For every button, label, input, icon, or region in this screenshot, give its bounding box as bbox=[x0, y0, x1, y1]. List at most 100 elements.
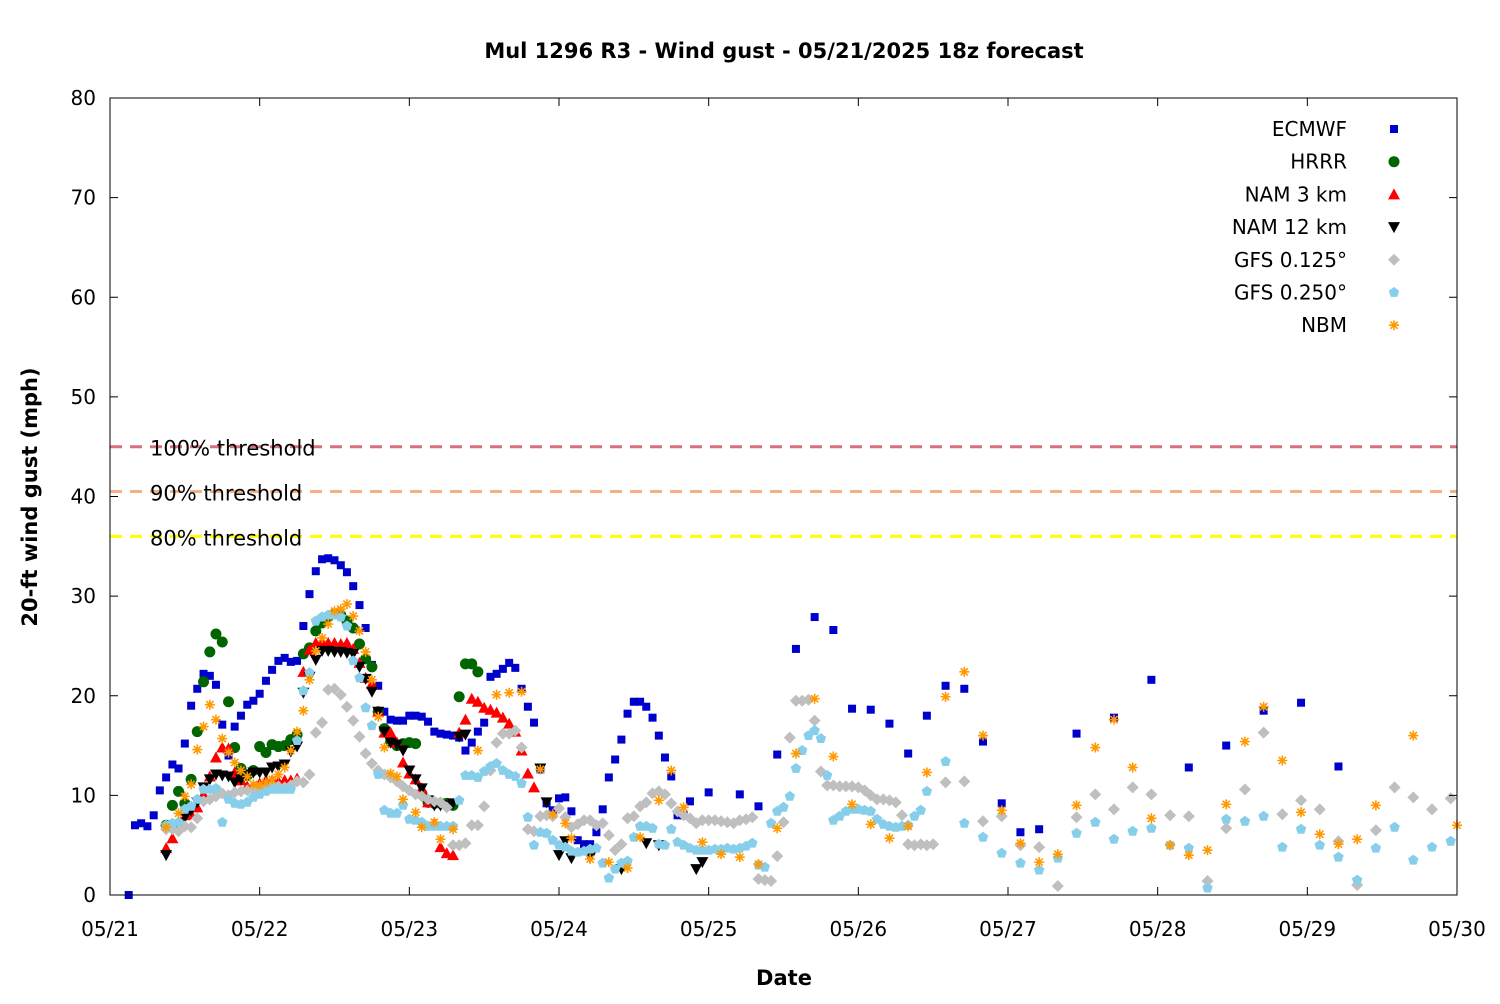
x-tick-label: 05/22 bbox=[231, 917, 289, 941]
data-point bbox=[939, 776, 952, 789]
data-point bbox=[1258, 701, 1269, 712]
series-nam-12-km bbox=[160, 645, 709, 876]
data-point bbox=[473, 727, 482, 736]
data-point bbox=[298, 685, 309, 696]
data-point bbox=[1034, 857, 1045, 868]
data-point bbox=[810, 613, 819, 622]
data-point bbox=[235, 765, 246, 776]
data-point bbox=[1090, 742, 1101, 753]
data-point bbox=[1201, 875, 1214, 888]
data-point bbox=[291, 735, 303, 745]
data-point bbox=[384, 726, 397, 738]
data-point bbox=[415, 783, 428, 795]
data-point bbox=[409, 774, 422, 786]
data-point bbox=[309, 726, 322, 739]
x-tick-label: 05/26 bbox=[830, 917, 888, 941]
data-point bbox=[648, 713, 657, 722]
data-point bbox=[386, 715, 395, 724]
data-point bbox=[461, 746, 470, 755]
data-point bbox=[822, 770, 833, 780]
x-tick-label: 05/23 bbox=[381, 917, 439, 941]
data-point bbox=[596, 817, 609, 830]
data-point bbox=[496, 727, 509, 740]
data-point bbox=[209, 751, 222, 763]
data-point bbox=[940, 691, 951, 702]
data-point bbox=[1146, 813, 1157, 824]
data-point bbox=[1051, 880, 1064, 893]
data-point bbox=[341, 599, 352, 610]
data-point bbox=[303, 768, 316, 781]
data-point bbox=[865, 805, 876, 816]
data-point bbox=[434, 841, 447, 853]
data-point bbox=[498, 664, 507, 673]
data-point bbox=[1296, 807, 1307, 818]
data-point bbox=[636, 697, 645, 706]
legend-marker bbox=[1388, 287, 1400, 297]
data-point bbox=[492, 669, 501, 678]
data-point bbox=[447, 849, 460, 861]
data-point bbox=[459, 837, 472, 850]
data-point bbox=[754, 802, 763, 811]
data-point bbox=[783, 731, 796, 744]
data-point bbox=[889, 796, 902, 809]
data-point bbox=[373, 769, 384, 779]
data-point bbox=[210, 714, 221, 725]
data-point bbox=[411, 711, 420, 720]
legend-label: NAM 12 km bbox=[1232, 215, 1347, 239]
data-point bbox=[472, 666, 484, 678]
data-point bbox=[299, 622, 308, 631]
data-point bbox=[903, 821, 914, 832]
data-point bbox=[977, 815, 990, 828]
data-point bbox=[204, 699, 215, 710]
data-point bbox=[448, 824, 459, 835]
data-point bbox=[1016, 828, 1025, 837]
data-point bbox=[180, 739, 189, 748]
data-point bbox=[317, 632, 328, 643]
data-point bbox=[191, 726, 203, 738]
data-point bbox=[809, 693, 820, 704]
threshold-label: 80% threshold bbox=[150, 526, 302, 550]
legend-label: ECMWF bbox=[1272, 117, 1347, 141]
data-point bbox=[259, 767, 272, 779]
data-point bbox=[604, 773, 613, 782]
data-point bbox=[149, 811, 158, 820]
data-point bbox=[521, 767, 534, 779]
data-point bbox=[217, 733, 228, 744]
data-point bbox=[185, 821, 198, 834]
y-tick-label: 70 bbox=[71, 186, 96, 210]
data-point bbox=[1444, 792, 1457, 805]
data-point bbox=[1276, 808, 1289, 821]
data-point bbox=[1108, 833, 1120, 844]
data-point bbox=[547, 809, 558, 820]
data-point bbox=[622, 855, 633, 866]
data-point bbox=[297, 776, 310, 789]
data-point bbox=[1147, 675, 1156, 684]
data-point bbox=[579, 840, 588, 849]
y-tick-label: 30 bbox=[71, 584, 96, 608]
data-point bbox=[217, 816, 228, 827]
data-point bbox=[1052, 849, 1063, 860]
data-point bbox=[341, 620, 353, 631]
data-point bbox=[1033, 864, 1045, 875]
data-point bbox=[555, 794, 563, 803]
data-point bbox=[374, 681, 383, 690]
threshold-lines: 100% threshold 90% threshold 80% threshold bbox=[110, 437, 1457, 550]
data-point bbox=[385, 768, 396, 779]
data-point bbox=[511, 663, 520, 672]
data-point bbox=[1183, 842, 1194, 853]
legend-marker bbox=[1388, 222, 1400, 234]
data-point bbox=[866, 705, 875, 714]
data-point bbox=[528, 781, 541, 793]
data-point bbox=[318, 555, 327, 564]
data-point bbox=[1314, 829, 1325, 840]
data-point bbox=[541, 827, 552, 838]
data-point bbox=[254, 780, 265, 791]
data-point bbox=[839, 780, 852, 793]
data-point bbox=[280, 653, 289, 662]
x-tick-label: 05/24 bbox=[530, 917, 588, 941]
data-point bbox=[522, 811, 534, 822]
data-point bbox=[704, 788, 713, 797]
data-point bbox=[465, 692, 478, 704]
data-point bbox=[210, 782, 222, 793]
data-point bbox=[678, 802, 689, 813]
